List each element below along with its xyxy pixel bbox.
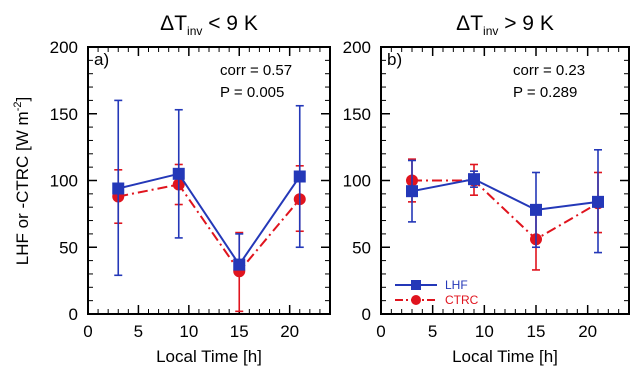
y-axis-label-superscript: -2 bbox=[12, 102, 24, 112]
data-point-square bbox=[530, 203, 542, 216]
data-point-square bbox=[112, 182, 125, 195]
y-axis-label-end: ] bbox=[13, 97, 32, 102]
series-line bbox=[118, 172, 301, 267]
x-tick-label: 10 bbox=[179, 322, 198, 341]
x-tick-label: 15 bbox=[230, 322, 249, 341]
y-tick-label: 100 bbox=[343, 172, 371, 191]
series-ctrc bbox=[112, 163, 306, 313]
y-tick-label: 150 bbox=[343, 105, 371, 124]
y-tick-label: 50 bbox=[352, 238, 371, 257]
series-line bbox=[412, 179, 599, 241]
y-tick-label: 0 bbox=[362, 305, 371, 324]
x-tick-label: 5 bbox=[134, 322, 143, 341]
y-tick-label: 50 bbox=[59, 238, 78, 257]
y-tick-label: 200 bbox=[50, 38, 78, 57]
y-tick-label: 0 bbox=[69, 305, 78, 324]
series-lhf bbox=[406, 148, 604, 254]
series-line bbox=[411, 178, 599, 211]
annotation: P = 0.005 bbox=[220, 84, 284, 101]
legend-marker-circle bbox=[411, 295, 421, 305]
x-tick-label: 20 bbox=[578, 322, 597, 341]
panel-title: ΔTinv < 9 K bbox=[160, 12, 258, 38]
legend-marker-square bbox=[411, 280, 421, 290]
annotation: corr = 0.23 bbox=[513, 62, 585, 79]
data-point-square bbox=[293, 170, 306, 183]
data-point-square bbox=[406, 185, 418, 198]
series-ctrc bbox=[406, 158, 604, 271]
y-axis-label: LHF or -CTRC [W m-2] bbox=[12, 97, 32, 265]
x-tick-label: 0 bbox=[376, 322, 385, 341]
title-rest: < 9 K bbox=[202, 12, 257, 35]
y-axis-label-main: LHF or -CTRC [W m bbox=[13, 111, 32, 265]
data-point-square bbox=[233, 258, 246, 271]
x-tick-label: 10 bbox=[475, 322, 494, 341]
title-delta: ΔT bbox=[160, 12, 187, 35]
x-tick-label: 15 bbox=[527, 322, 546, 341]
plot-frame bbox=[87, 46, 331, 315]
data-point-square bbox=[468, 173, 480, 186]
series-lhf bbox=[112, 99, 306, 277]
panel-label: a) bbox=[94, 50, 109, 69]
title-subscript: inv bbox=[187, 24, 202, 38]
legend-label: LHF bbox=[445, 278, 468, 292]
x-axis-label: Local Time [h] bbox=[452, 347, 558, 366]
series-line bbox=[118, 183, 301, 273]
title-subscript: inv bbox=[483, 24, 498, 38]
panel-b: ΔTinv > 9 K 0 50 100 150 200 0 5 10 15 20 Local Tim… bbox=[343, 12, 630, 366]
data-point-square bbox=[172, 167, 185, 180]
x-axis-label: Local Time [h] bbox=[156, 347, 262, 366]
title-rest: > 9 K bbox=[498, 12, 553, 35]
x-tick-label: 5 bbox=[428, 322, 437, 341]
annotation: corr = 0.57 bbox=[220, 62, 292, 79]
panel-title: ΔTinv > 9 K bbox=[456, 12, 554, 38]
legend-label: CTRC bbox=[445, 293, 479, 307]
panel-a: ΔTinv < 9 K 0 50 100 150 200 0 5 10 15 20 Local Tim… bbox=[50, 12, 331, 366]
y-tick-label: 100 bbox=[50, 172, 78, 191]
y-tick-label: 200 bbox=[343, 38, 371, 57]
y-tick-label: 150 bbox=[50, 105, 78, 124]
annotation: P = 0.289 bbox=[513, 84, 577, 101]
x-tick-label: 20 bbox=[280, 322, 299, 341]
x-tick-label: 0 bbox=[83, 322, 92, 341]
title-delta: ΔT bbox=[456, 12, 483, 35]
panel-label: b) bbox=[387, 50, 402, 69]
data-point-square bbox=[592, 195, 604, 208]
